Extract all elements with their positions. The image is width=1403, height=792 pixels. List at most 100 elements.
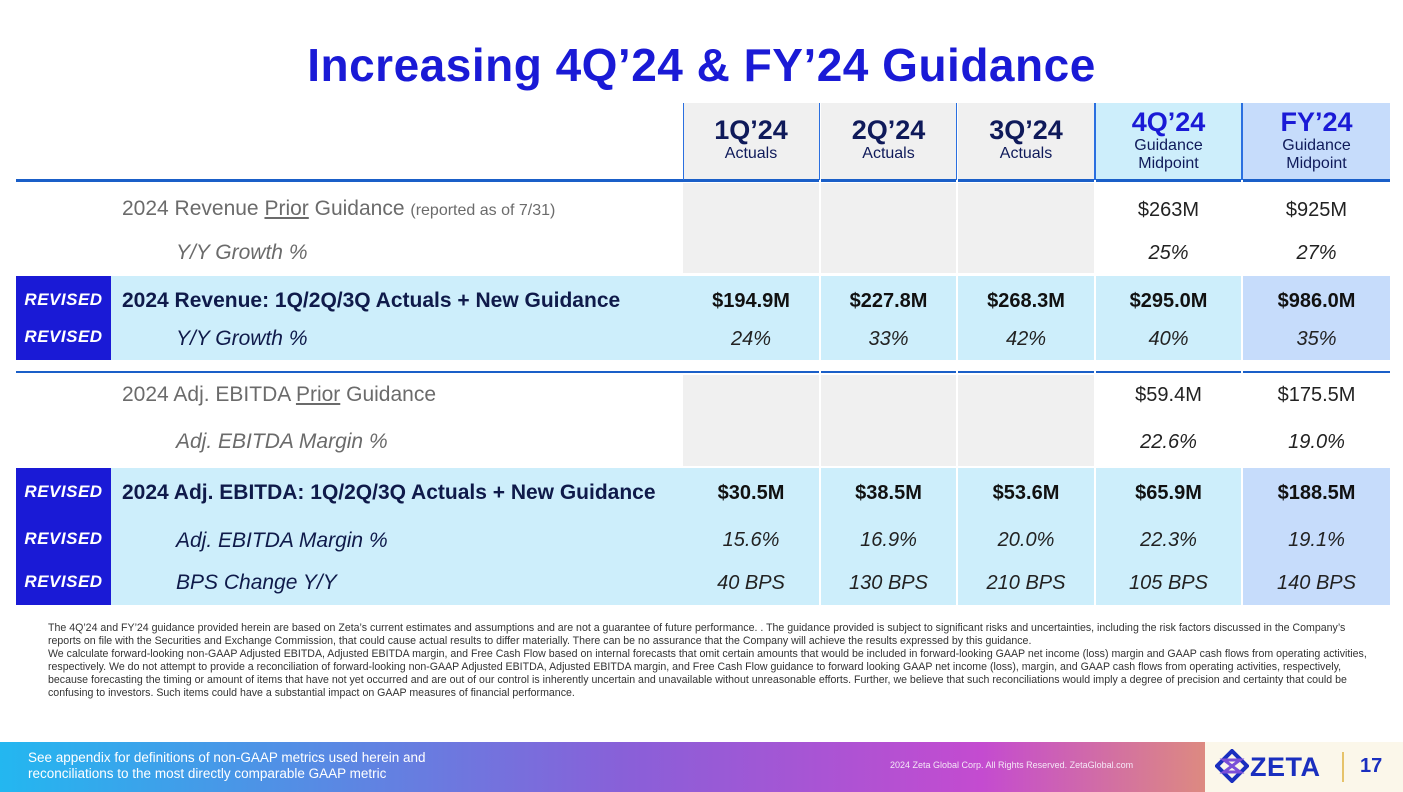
row-label-ebitda-revised-margin: Adj. EBITDA Margin % — [176, 529, 388, 552]
column-header-1q24: 1Q’24 Actuals — [683, 103, 819, 180]
footer-note: See appendix for definitions of non-GAAP… — [28, 750, 426, 782]
disclaimer: The 4Q’24 and FY’24 guidance provided he… — [48, 622, 1368, 700]
revised-label: REVISED — [24, 327, 103, 346]
row-label-ebitda-prior-margin: Adj. EBITDA Margin % — [176, 430, 388, 453]
grey-cell — [683, 183, 819, 273]
row-label-revenue-prior: 2024 Revenue Prior Guidance (reported as… — [122, 197, 555, 221]
value-cell: 130 BPS — [849, 572, 928, 594]
grey-cell — [821, 183, 956, 273]
label-underlined: Prior — [264, 197, 309, 220]
row-label-ebitda-prior: 2024 Adj. EBITDA Prior Guidance — [122, 383, 436, 407]
logo-area — [1205, 742, 1403, 792]
label-note: (reported as of 7/31) — [410, 202, 556, 219]
value-cell: 140 BPS — [1277, 572, 1356, 594]
footer-bar — [0, 742, 1403, 792]
section-rule — [16, 371, 1390, 373]
label-text: Guidance — [308, 197, 411, 220]
label-text: Guidance — [340, 383, 437, 406]
disclaimer-paragraph: The 4Q’24 and FY’24 guidance provided he… — [48, 622, 1346, 647]
revised-label: REVISED — [24, 529, 103, 548]
column-subtitle: Guidance Midpoint — [1282, 137, 1351, 172]
column-quarter: 2Q’24 — [851, 115, 926, 145]
revised-label: REVISED — [24, 290, 103, 309]
value-cell: $38.5M — [855, 482, 922, 504]
value-cell: 40 BPS — [717, 572, 785, 594]
footer-note-line: reconciliations to the most directly com… — [28, 766, 387, 781]
value-cell: 42% — [1005, 328, 1047, 350]
logo-separator — [1342, 752, 1344, 782]
header-divider — [819, 103, 820, 180]
row-label-revenue-revised-growth: Y/Y Growth % — [176, 327, 308, 350]
header-divider — [683, 103, 684, 180]
label-underlined: Prior — [295, 383, 341, 406]
column-quarter: 4Q’24 — [1131, 107, 1206, 137]
value-cell: 24% — [730, 328, 772, 350]
value-cell: $268.3M — [987, 290, 1065, 312]
row-label-revenue-revised: 2024 Revenue: 1Q/2Q/3Q Actuals + New Gui… — [122, 289, 621, 312]
value-cell: 22.3% — [1140, 529, 1197, 551]
label-text: 2024 Adj. EBITDA — [122, 383, 296, 406]
value-cell: 35% — [1296, 328, 1337, 350]
page-title: Increasing 4Q’24 & FY’24 Guidance — [307, 39, 1096, 91]
revised-revenue-band — [16, 276, 1390, 360]
col-divider — [1241, 103, 1243, 605]
label-text: 2024 Revenue — [122, 197, 265, 220]
fy-cell — [1243, 276, 1390, 360]
fy-cell — [1243, 468, 1390, 605]
value-cell: $53.6M — [992, 482, 1060, 504]
col-divider — [956, 103, 958, 605]
column-quarter: 3Q’24 — [989, 115, 1063, 145]
header-divider — [956, 103, 957, 180]
col4-header-bg — [1096, 103, 1241, 180]
zeta-logo-icon — [1215, 749, 1249, 783]
value-cell: 16.9% — [860, 529, 917, 551]
col-divider — [819, 103, 821, 605]
column-quarter: FY’24 — [1280, 107, 1353, 137]
value-cell: $59.4M — [1135, 384, 1202, 406]
revised-marker-box — [16, 468, 111, 605]
value-cell: 40% — [1148, 328, 1189, 350]
value-cell: $227.8M — [849, 290, 928, 312]
grey-cell — [958, 183, 1094, 273]
value-cell: $65.9M — [1135, 482, 1202, 504]
value-cell: $175.5M — [1277, 384, 1356, 406]
column-subtitle: Actuals — [862, 145, 915, 162]
col1-header-bg — [683, 103, 819, 180]
value-cell: 20.0% — [997, 529, 1055, 551]
row-label-ebitda-revised: 2024 Adj. EBITDA: 1Q/2Q/3Q Actuals + New… — [122, 481, 656, 504]
guidance-divider — [1241, 103, 1243, 180]
zeta-logo-text: ZETA — [1250, 752, 1321, 782]
revised-ebitda-band — [16, 468, 1390, 605]
grey-cell — [683, 375, 819, 466]
column-header-fy24: FY’24 Guidance Midpoint — [1243, 103, 1390, 180]
footer-copyright: 2024 Zeta Global Corp. All Rights Reserv… — [890, 760, 1134, 770]
value-cell: 210 BPS — [986, 572, 1066, 594]
column-quarter: 1Q’24 — [714, 115, 788, 145]
disclaimer-paragraph: We calculate forward-looking non-GAAP Ad… — [48, 648, 1367, 699]
value-cell: $30.5M — [717, 482, 785, 504]
value-cell: 22.6% — [1140, 431, 1197, 453]
value-cell: $295.0M — [1129, 290, 1208, 312]
column-subtitle: Actuals — [999, 145, 1053, 162]
footer-note-line: See appendix for definitions of non-GAAP… — [28, 750, 426, 765]
grey-cell — [958, 375, 1094, 466]
revised-marker-box — [16, 276, 111, 360]
col3-header-bg — [958, 103, 1094, 180]
value-cell: 33% — [868, 328, 909, 350]
row-label-revenue-prior-growth: Y/Y Growth % — [176, 241, 308, 264]
value-cell: $986.0M — [1277, 290, 1356, 312]
value-cell: 15.6% — [722, 529, 780, 551]
page-number: 17 — [1360, 755, 1383, 777]
guidance-divider — [1094, 103, 1096, 180]
header-rule — [16, 179, 1390, 182]
grey-cell — [821, 375, 956, 466]
column-header-2q24: 2Q’24 Actuals — [821, 103, 956, 180]
col2-header-bg — [821, 103, 956, 180]
revised-label: REVISED — [24, 482, 103, 501]
column-subtitle: Guidance Midpoint — [1134, 137, 1203, 172]
value-cell: 25% — [1148, 242, 1189, 264]
revised-label: REVISED — [24, 572, 103, 591]
col5-header-bg — [1243, 103, 1390, 180]
value-cell: $925M — [1285, 199, 1348, 221]
col-divider — [1094, 103, 1096, 605]
